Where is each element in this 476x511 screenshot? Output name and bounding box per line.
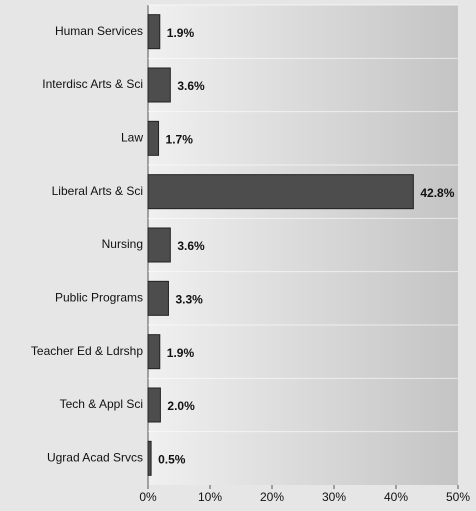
value-label: 3.6% [177,79,205,93]
value-label: 2.0% [167,399,195,413]
y-tick-label: Liberal Arts & Sci [52,184,143,198]
bar [147,440,152,476]
bar [147,174,414,210]
bar [147,387,161,423]
value-label: 3.3% [175,293,203,307]
x-tick-label: 50% [446,490,470,504]
value-label: 1.7% [166,133,194,147]
bar [147,227,171,263]
y-tick-label: Teacher Ed & Ldrshp [31,344,143,358]
bar [147,334,161,370]
value-label: 1.9% [167,26,195,40]
y-tick-label: Tech & Appl Sci [60,397,143,411]
y-tick-label: Interdisc Arts & Sci [42,77,143,91]
x-tick-label: 30% [322,490,346,504]
plot-area [148,5,458,485]
value-label: 0.5% [158,453,186,467]
bar [147,14,161,50]
value-label: 1.9% [167,346,195,360]
value-label: 42.8% [420,186,454,200]
x-tick-label: 20% [260,490,284,504]
bar [147,120,160,156]
bar [147,67,171,103]
y-tick-label: Law [121,131,143,145]
x-tick-label: 0% [139,490,157,504]
value-label: 3.6% [177,239,205,253]
y-tick-label: Human Services [55,24,143,38]
y-tick-label: Public Programs [55,291,143,305]
y-tick-label: Nursing [102,237,143,251]
x-tick-label: 10% [198,490,222,504]
bar [147,280,169,316]
y-tick-label: Ugrad Acad Srvcs [47,451,143,465]
x-tick-label: 40% [384,490,408,504]
